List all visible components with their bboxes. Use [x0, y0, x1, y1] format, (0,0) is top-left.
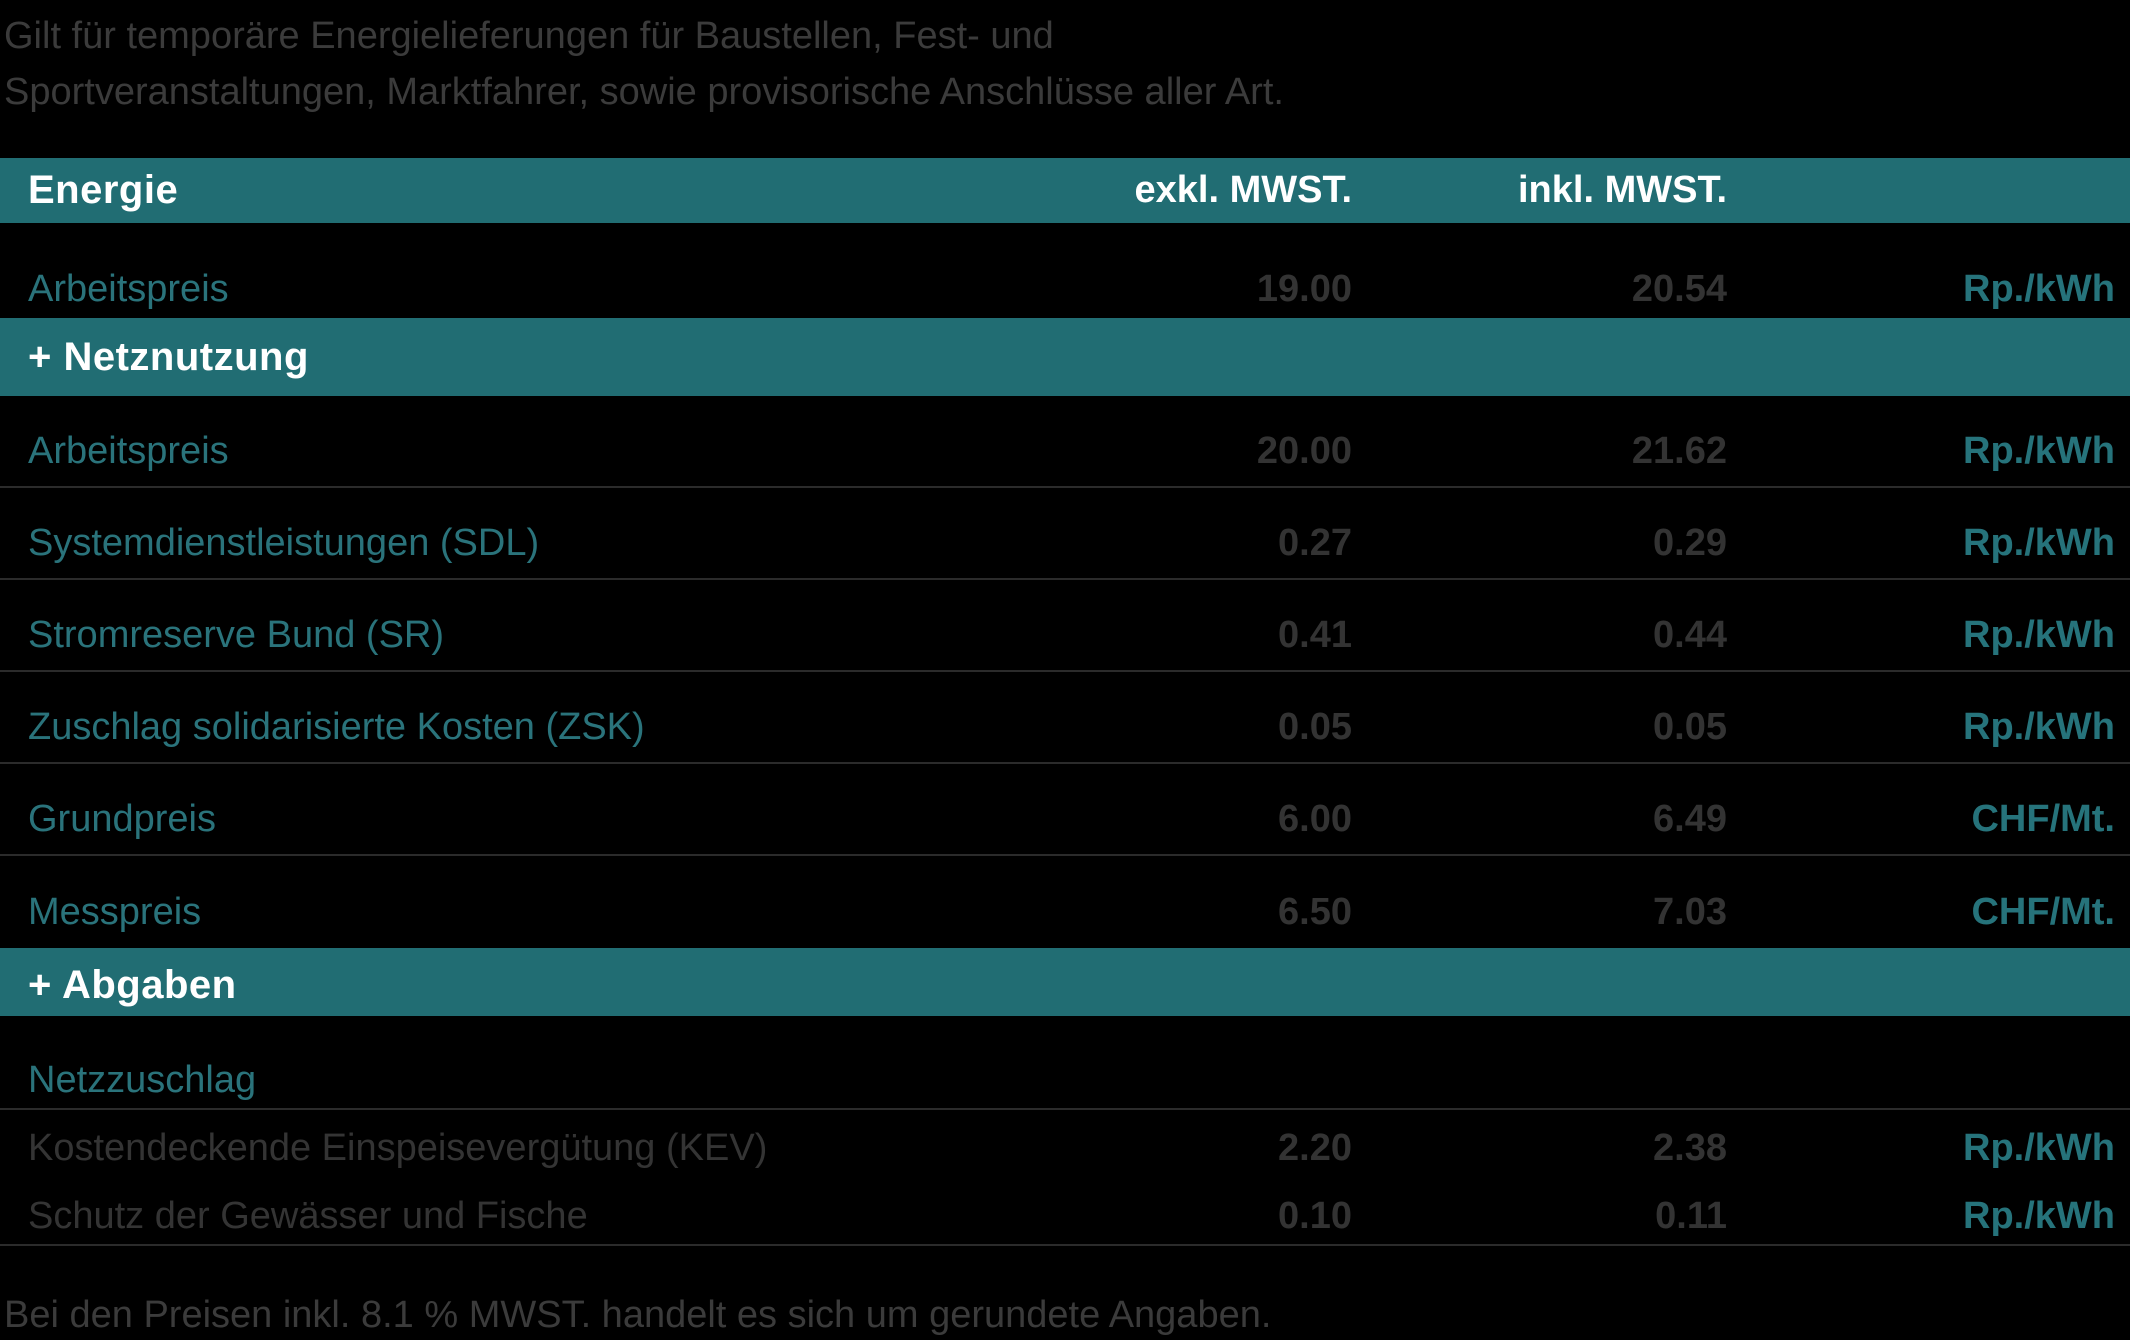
row-label: Arbeitspreis: [28, 429, 229, 472]
table-header-row: Energie exkl. MWST. inkl. MWST.: [0, 158, 2130, 223]
row-label: Messpreis: [28, 890, 202, 933]
price-inkl: 2.38: [1653, 1126, 1727, 1169]
row-label: Schutz der Gewässer und Fische: [28, 1194, 588, 1237]
price-inkl: 20.54: [1631, 268, 1727, 310]
unit-label: Rp./kWh: [1963, 521, 2115, 564]
unit-label: Rp./kWh: [1963, 1126, 2115, 1169]
intro-text: Gilt für temporäre Energielieferungen fü…: [0, 0, 2130, 120]
price-exkl: 0.10: [1278, 1194, 1352, 1237]
price-exkl: 19.00: [1256, 268, 1352, 310]
table-row-grundpreis: Grundpreis 6.00 6.49 CHF/Mt.: [0, 764, 2130, 856]
price-inkl: 7.03: [1653, 890, 1727, 933]
price-exkl: 6.50: [1278, 890, 1352, 933]
unit-label: Rp./kWh: [1963, 268, 2115, 310]
column-header-inkl-mwst: inkl. MWST.: [1518, 169, 1727, 211]
row-label: Grundpreis: [28, 797, 216, 840]
column-header-exkl-mwst: exkl. MWST.: [1134, 169, 1353, 211]
price-exkl: 20.00: [1256, 429, 1352, 472]
unit-label: Rp./kWh: [1963, 705, 2115, 748]
section-bar-netznutzung: + Netznutzung: [0, 318, 2130, 396]
unit-label: CHF/Mt.: [1971, 797, 2115, 840]
subsection-label: Netzzuschlag: [28, 1058, 257, 1101]
table-row-zuschlag-zsk: Zuschlag solidarisierte Kosten (ZSK) 0.0…: [0, 672, 2130, 764]
row-label: Kostendeckende Einspeisevergütung (KEV): [28, 1126, 768, 1169]
unit-label: Rp./kWh: [1963, 429, 2115, 472]
section-bar-abgaben: + Abgaben: [0, 948, 2130, 1016]
row-label: Arbeitspreis: [28, 268, 229, 310]
price-exkl: 6.00: [1278, 797, 1352, 840]
table-row-arbeitspreis-energie: Arbeitspreis 19.00 20.54 Rp./kWh: [0, 223, 2130, 318]
intro-line-1: Gilt für temporäre Energielieferungen fü…: [4, 15, 1054, 57]
table-row-messpreis: Messpreis 6.50 7.03 CHF/Mt.: [0, 856, 2130, 948]
table-row-stromreserve-bund: Stromreserve Bund (SR) 0.41 0.44 Rp./kWh: [0, 580, 2130, 672]
section-title-abgaben: + Abgaben: [28, 962, 237, 1007]
intro-line-2: Sportveranstaltungen, Marktfahrer, sowie…: [4, 71, 1284, 113]
price-inkl: 0.29: [1653, 521, 1727, 564]
price-exkl: 2.20: [1278, 1126, 1352, 1169]
price-exkl: 0.05: [1278, 705, 1352, 748]
price-exkl: 0.27: [1278, 521, 1352, 564]
price-inkl: 6.49: [1653, 797, 1727, 840]
section-title-energie: Energie: [28, 168, 179, 212]
table-row-kev: Kostendeckende Einspeisevergütung (KEV) …: [0, 1110, 2130, 1180]
price-inkl: 0.44: [1653, 613, 1727, 656]
unit-label: Rp./kWh: [1963, 1194, 2115, 1237]
table-row-gewaesser-fische: Schutz der Gewässer und Fische 0.10 0.11…: [0, 1180, 2130, 1246]
section-title-netznutzung: + Netznutzung: [28, 334, 309, 379]
unit-label: Rp./kWh: [1963, 613, 2115, 656]
table-row-systemdienstleistungen: Systemdienstleistungen (SDL) 0.27 0.29 R…: [0, 488, 2130, 580]
tariff-table: Energie exkl. MWST. inkl. MWST. Arbeitsp…: [0, 158, 2130, 1246]
unit-label: CHF/Mt.: [1971, 890, 2115, 933]
price-inkl: 0.11: [1655, 1194, 1727, 1237]
price-exkl: 0.41: [1278, 613, 1352, 656]
mwst-footnote: Bei den Preisen inkl. 8.1 % MWST. handel…: [4, 1294, 1272, 1336]
price-inkl: 21.62: [1631, 429, 1727, 472]
row-label: Systemdienstleistungen (SDL): [28, 521, 540, 564]
table-row-arbeitspreis-netz: Arbeitspreis 20.00 21.62 Rp./kWh: [0, 396, 2130, 488]
table-row-netzzuschlag: Netzzuschlag: [0, 1016, 2130, 1110]
row-label: Zuschlag solidarisierte Kosten (ZSK): [28, 705, 645, 748]
row-label: Stromreserve Bund (SR): [28, 613, 445, 656]
price-inkl: 0.05: [1653, 705, 1727, 748]
